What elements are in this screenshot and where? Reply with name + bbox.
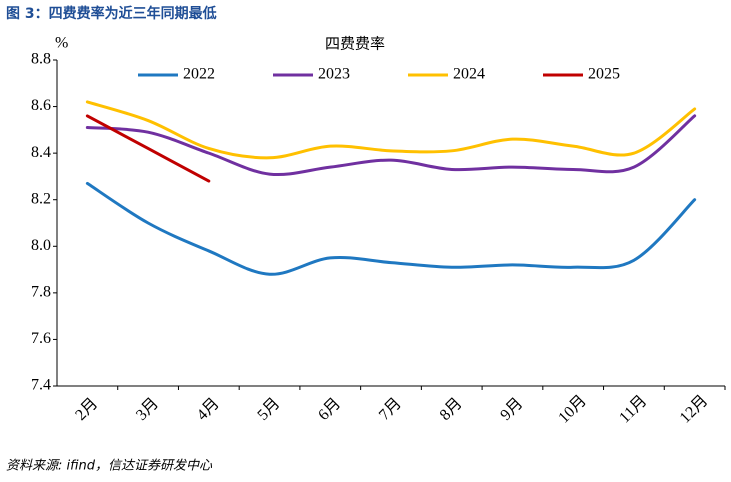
y-tick-label: 7.6 [31, 330, 51, 347]
x-tick-label: 4月 [194, 395, 223, 424]
series-line [85, 114, 697, 177]
series-line [85, 100, 697, 160]
figure-title: 图 3：四费费率为近三年同期最低 [6, 5, 217, 22]
legend-label: 2022 [183, 66, 215, 83]
x-tick-label: 3月 [133, 395, 162, 424]
y-tick-label: 7.4 [31, 377, 51, 394]
x-tick-label: 8月 [437, 395, 466, 424]
x-tick-label: 6月 [315, 395, 344, 424]
x-tick-label: 2月 [72, 395, 101, 424]
x-tick-label: 12月 [677, 392, 712, 427]
x-tick-label: 11月 [616, 392, 650, 426]
legend-label: 2025 [588, 66, 620, 83]
legend-label: 2023 [318, 66, 350, 83]
x-tick-label: 9月 [497, 395, 526, 424]
y-tick-label: 8.8 [31, 51, 51, 68]
y-tick-label: 8.2 [31, 190, 51, 207]
x-tick-label: 7月 [376, 395, 405, 424]
x-tick-label: 5月 [254, 395, 283, 424]
y-tick-label: 8.4 [31, 144, 51, 161]
chart-title: 四费费率 [325, 35, 385, 53]
y-tick-label: 7.8 [31, 284, 51, 301]
y-tick-label: 8.0 [31, 237, 51, 254]
y-tick-label: 8.6 [31, 97, 51, 114]
y-unit: % [55, 35, 68, 52]
legend-label: 2024 [453, 66, 485, 83]
series-line [85, 181, 697, 276]
source: 资料来源: ifind，信达证券研发中心 [6, 459, 213, 474]
x-tick-label: 10月 [555, 392, 590, 427]
series-line [85, 114, 211, 183]
